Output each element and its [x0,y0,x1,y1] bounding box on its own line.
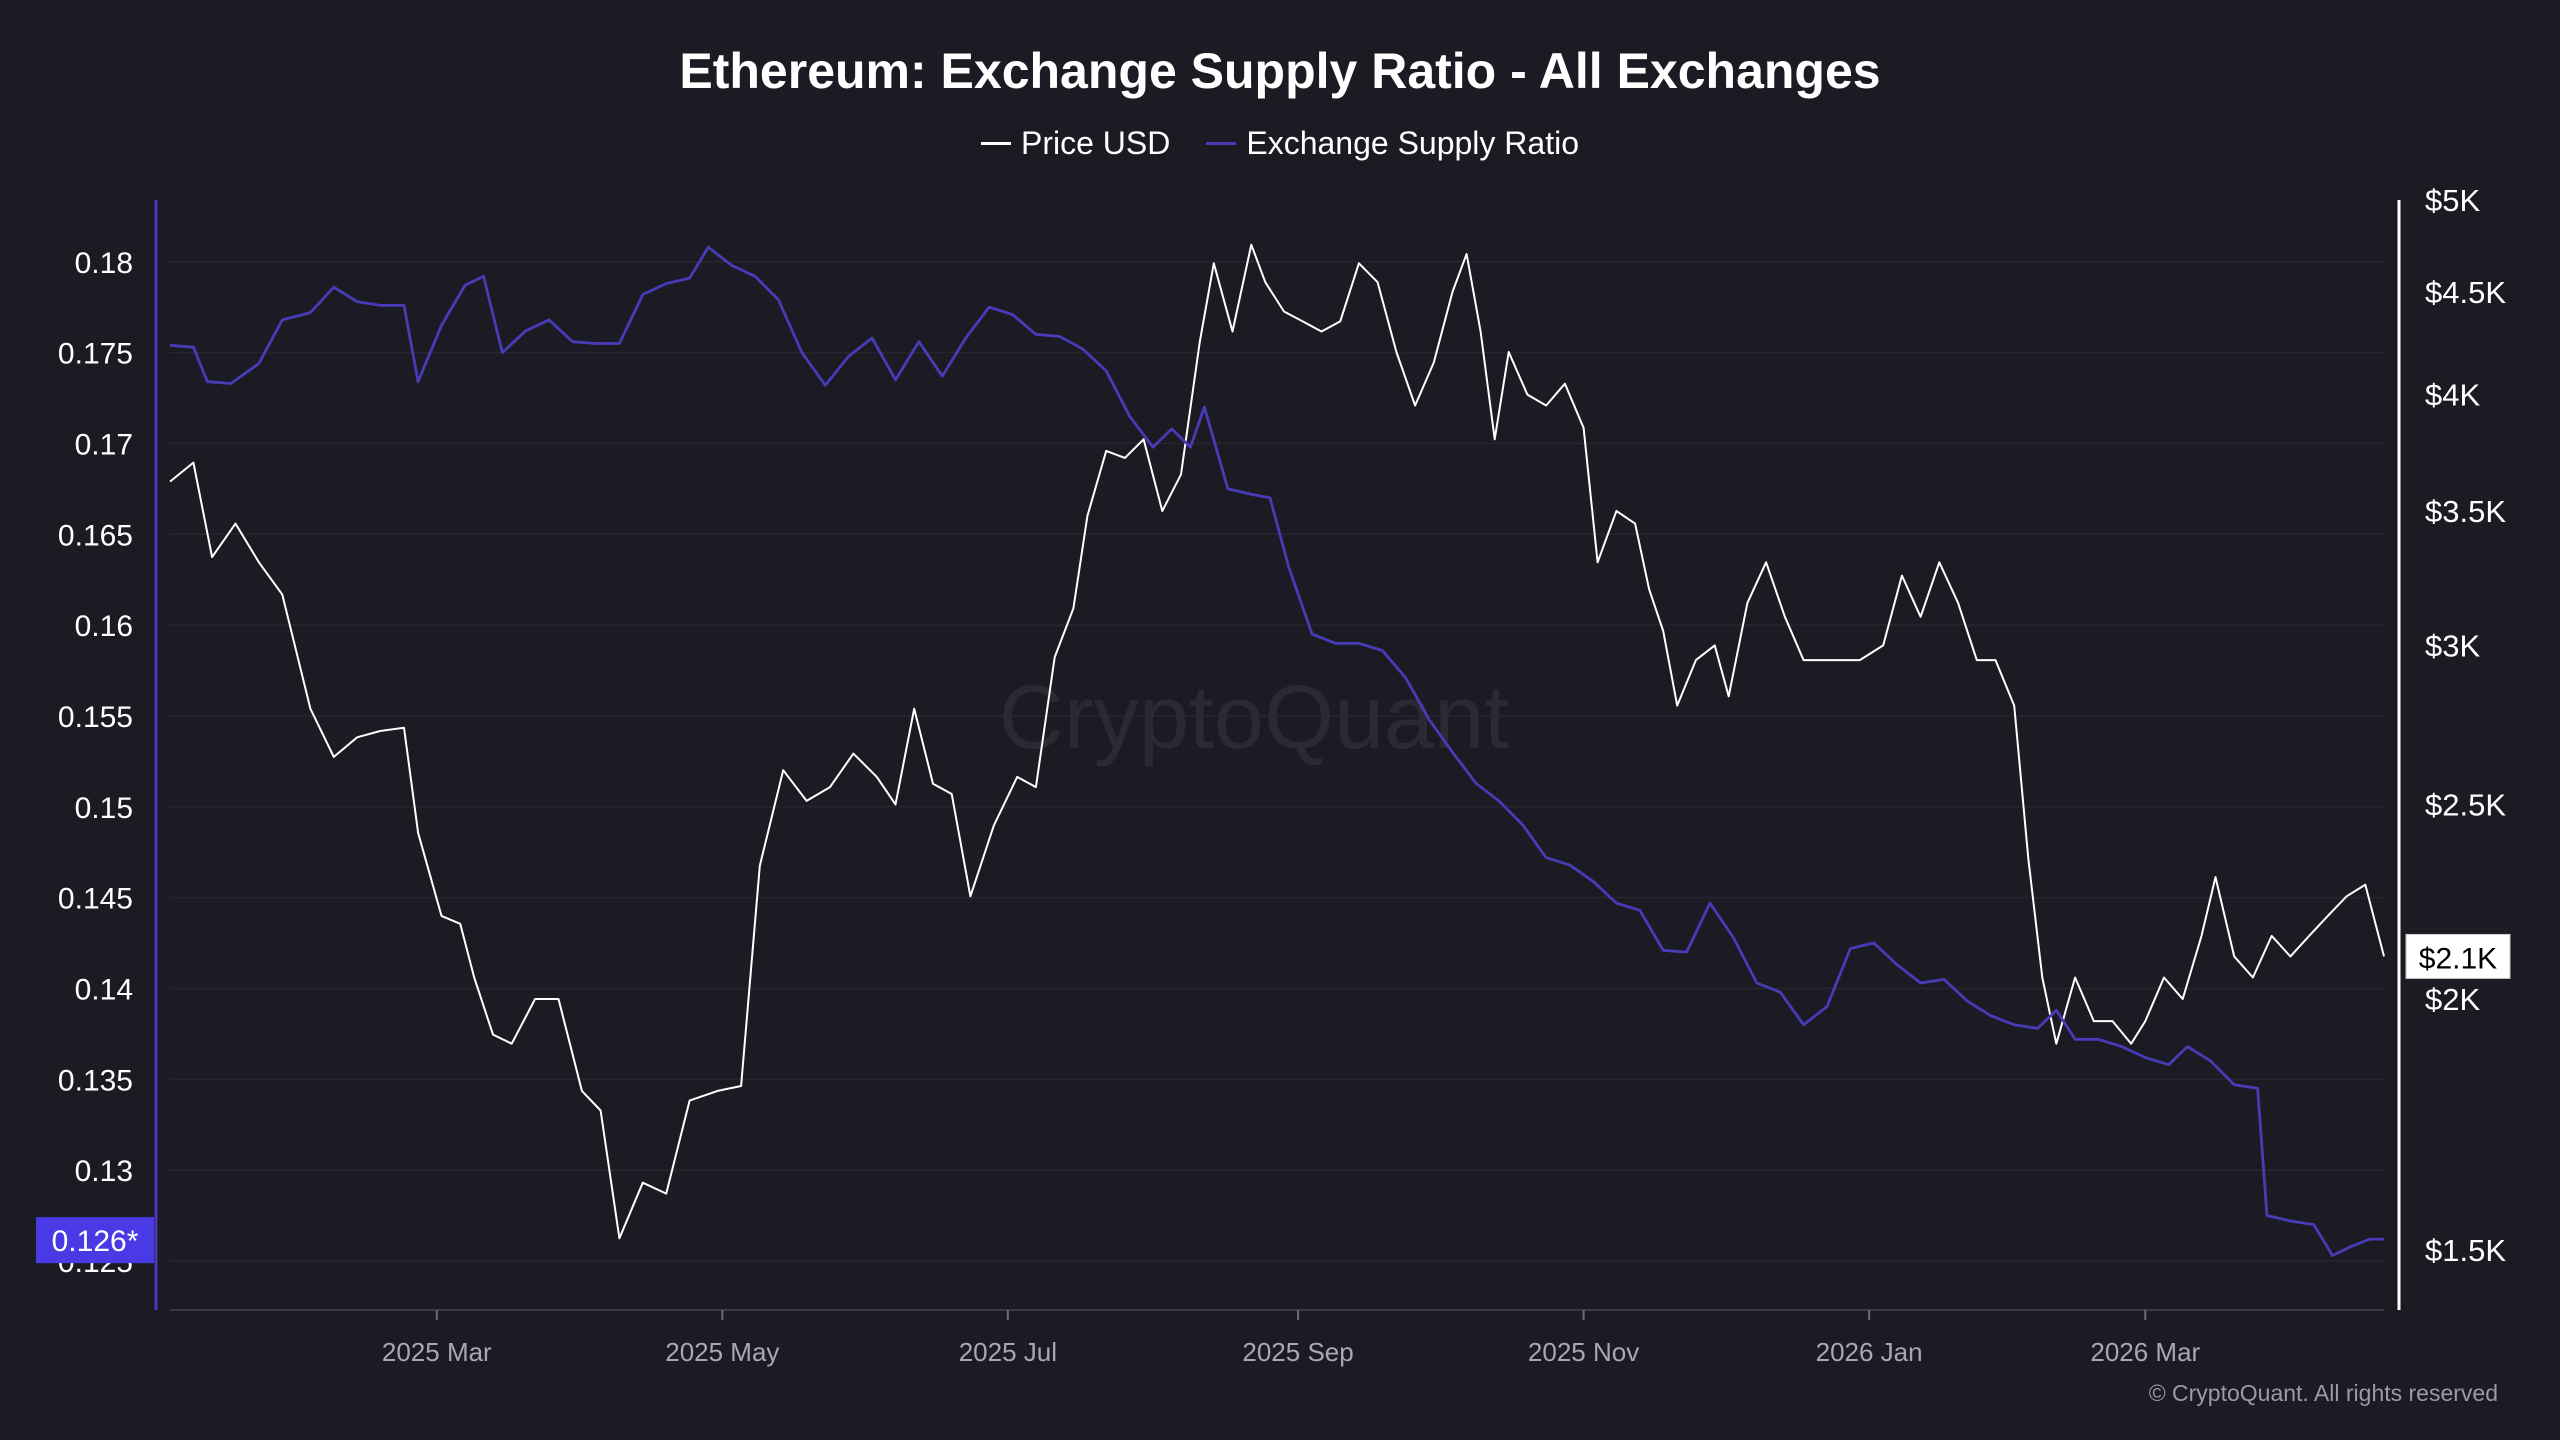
x-tick-label: 2025 Jul [959,1337,1057,1367]
watermark: CryptoQuant [999,668,1509,768]
right-current-value-label: $2.1K [2419,942,2497,975]
left-current-value-badge [36,1217,154,1264]
right-current-value-badge [2405,933,2511,979]
current-value-badges: 0.126* $2.1K [36,933,2511,1264]
right-tick-label: $3K [2425,628,2480,663]
axes [154,200,2401,1311]
left-current-value-label: 0.126* [52,1225,139,1258]
series-lines [169,243,2385,1257]
legend-item-price[interactable]: Price USD [980,125,1171,162]
x-tick-label: 2026 Mar [2090,1337,2200,1367]
left-tick-label: 0.155 [58,701,133,734]
exchange-supply-ratio-line [169,245,2384,1257]
legend-swatch-supply-ratio [1206,142,1237,145]
x-axis-ticks: 2025 Mar 2025 May 2025 Jul 2025 Sep 2025 Nov… [382,1310,2201,1367]
left-tick-label: 0.145 [58,883,133,916]
left-tick-label: 0.16 [75,610,133,643]
right-axis-ticks: $5K $4.5K $4K $3.5K $3K $2.5K $2K $1.5K [2425,183,2506,1268]
left-tick-label: 0.13 [75,1155,133,1188]
left-tick-label: 0.18 [75,247,133,280]
left-tick-label: 0.165 [58,519,133,552]
copyright-footer: © CryptoQuant. All rights reserved [2148,1380,2498,1406]
x-tick-label: 2025 Nov [1528,1337,1639,1367]
right-tick-label: $3.5K [2425,494,2506,529]
x-tick-label: 2026 Jan [1816,1337,1923,1367]
right-tick-label: $2.5K [2425,787,2506,822]
left-tick-label: 0.15 [75,792,133,825]
legend-label-supply-ratio: Exchange Supply Ratio [1246,125,1579,161]
chart-legend: Price USD Exchange Supply Ratio [0,125,2560,162]
x-tick-label: 2025 Sep [1242,1337,1353,1367]
left-axis-ticks: 0.18 0.175 0.17 0.165 0.16 0.155 0.15 0.145 0.14… [58,247,133,1279]
legend-swatch-price [980,142,1011,145]
left-tick-label: 0.135 [58,1064,133,1097]
legend-item-supply-ratio[interactable]: Exchange Supply Ratio [1206,125,1579,162]
right-tick-label: $5K [2425,183,2480,218]
left-tick-label: 0.175 [58,338,133,371]
x-tick-label: 2025 May [665,1337,779,1367]
right-tick-label: $4.5K [2425,275,2506,310]
price-usd-line [169,243,2385,1240]
right-tick-label: $4K [2425,378,2480,413]
chart-title: Ethereum: Exchange Supply Ratio - All Ex… [679,43,1881,99]
x-tick-label: 2025 Mar [382,1337,492,1367]
right-tick-label: $1.5K [2425,1233,2506,1268]
grid-lines [170,261,2384,1262]
right-tick-label: $2K [2425,982,2480,1017]
left-tick-label: 0.17 [75,428,133,461]
legend-label-price: Price USD [1020,125,1171,161]
left-tick-label: 0.14 [75,973,133,1006]
